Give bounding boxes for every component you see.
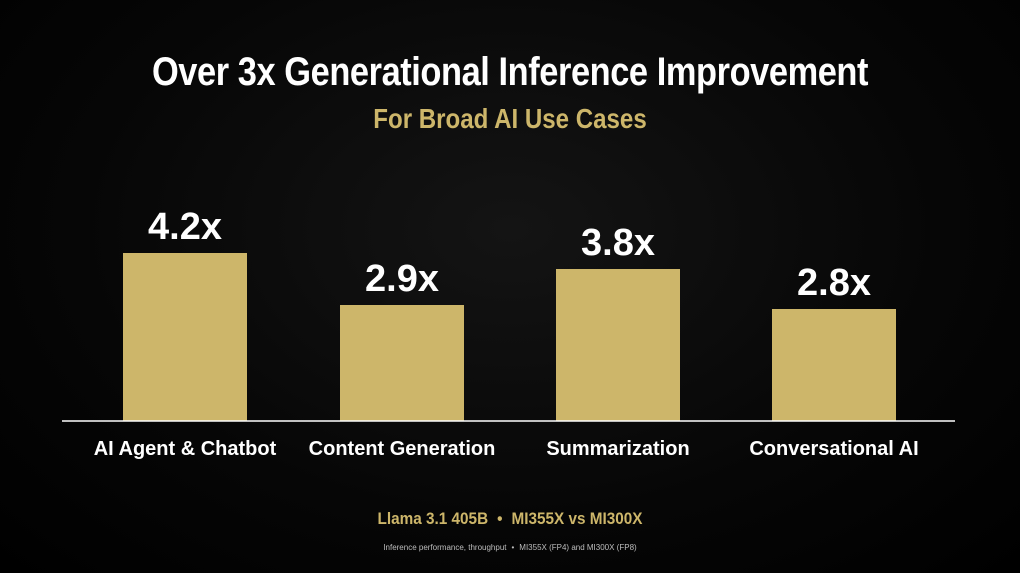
chart-title: Over 3x Generational Inference Improveme… bbox=[151, 50, 869, 94]
bar-value-label: 2.8x bbox=[797, 262, 871, 304]
footnote-detail-right: MI355X (FP4) and MI300X (FP8) bbox=[519, 543, 637, 552]
footnote-detail-left: Inference performance, throughput bbox=[383, 543, 507, 552]
bar-4 bbox=[772, 309, 896, 421]
footnote-detail-separator: • bbox=[511, 543, 515, 552]
footnote-detail: Inference performance, throughput • MI355X… bbox=[0, 543, 1020, 552]
category-label: Content Generation bbox=[309, 438, 496, 460]
footnote-separator: • bbox=[497, 509, 503, 528]
category-label: Conversational AI bbox=[749, 438, 918, 460]
bar-2 bbox=[340, 305, 464, 421]
bar-1 bbox=[123, 253, 247, 421]
category-label: AI Agent & Chatbot bbox=[94, 438, 277, 460]
bar-3 bbox=[556, 269, 680, 421]
footnote-comparison: MI355X vs MI300X bbox=[511, 509, 643, 528]
bar-value-label: 3.8x bbox=[581, 222, 655, 264]
category-label: Summarization bbox=[546, 438, 689, 460]
bar-value-label: 4.2x bbox=[148, 206, 222, 248]
bar-value-label: 2.9x bbox=[365, 258, 439, 300]
chart-subtitle: For Broad AI Use Cases bbox=[373, 103, 647, 134]
footnote-model: Llama 3.1 405B bbox=[377, 509, 489, 528]
footnote-main: Llama 3.1 405B • MI355X vs MI300X bbox=[51, 509, 969, 529]
